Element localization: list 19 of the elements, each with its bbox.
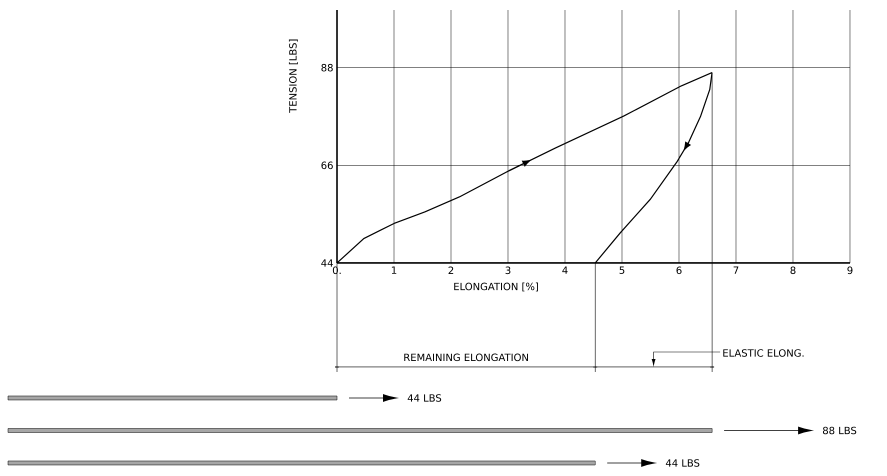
y-tick-label: 44 [321,259,333,267]
x-tick-label: 2 [448,266,454,274]
y-tick-label: 88 [321,64,333,72]
text: REMAINING ELONGATION [404,354,528,362]
x-tick-label: 5 [620,266,624,274]
text: 44 LBS [666,459,700,467]
x-axis-title: ELONGATION [%] [454,282,538,292]
x-tick-label: 6 [676,266,682,274]
x-tick-label: 7 [734,266,738,274]
x-tick-label: 9 [847,266,852,274]
y-axis-title: TENSION [LBS] [288,40,298,113]
text: 88 LBS [822,426,856,434]
x-tick-label: 4 [562,266,568,274]
x-tick-label: 3 [506,266,510,274]
x-tick-label: 8 [790,266,796,274]
y-tick-label: 66 [321,162,333,170]
x-tick-label: 1 [392,266,396,274]
text: 44 LBS [408,394,442,402]
text: ELASTIC ELONG. [723,349,804,357]
